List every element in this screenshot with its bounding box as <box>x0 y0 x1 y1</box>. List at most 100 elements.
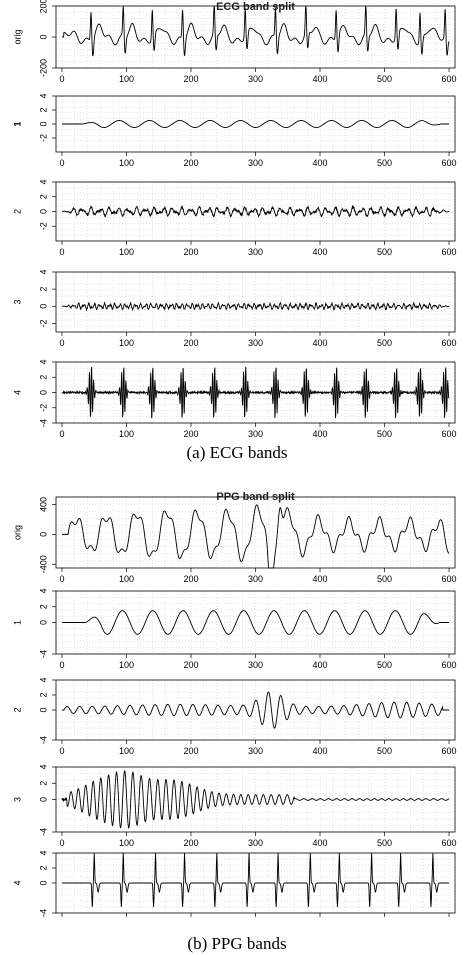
x-tick-label: 300 <box>248 74 263 84</box>
x-tick-label: 200 <box>183 838 198 848</box>
y-tick-label: -4 <box>38 828 48 836</box>
series-line-4 <box>61 852 450 908</box>
series-line-3 <box>61 769 450 830</box>
y-tick-label: 0 <box>38 620 48 625</box>
y-tick-label: 200 <box>38 0 48 14</box>
x-tick-label: 600 <box>441 574 456 584</box>
y-tick-label: 0 <box>38 797 48 802</box>
x-tick-label: 0 <box>59 158 64 168</box>
x-tick-label: 600 <box>441 838 456 848</box>
panel-label: 1 <box>12 620 22 625</box>
y-tick-label: 4 <box>38 677 48 682</box>
panel-4: -4 -2 0 2 4 4 0 100 200 300 400 500 600 <box>12 359 456 439</box>
x-tick-label: 300 <box>248 158 263 168</box>
y-tick-label: 2 <box>38 194 48 199</box>
x-tick-label: 400 <box>312 746 327 756</box>
x-tick-label: 400 <box>312 74 327 84</box>
x-tick-label: 600 <box>441 158 456 168</box>
y-tick-label: 4 <box>38 850 48 855</box>
x-tick-label: 500 <box>377 158 392 168</box>
x-tick-label: 0 <box>59 746 64 756</box>
x-tick-label: 0 <box>59 74 64 84</box>
x-tick-label: 600 <box>441 746 456 756</box>
x-tick-label: 0 <box>59 574 64 584</box>
panel-3: -2 0 2 4 3 0 100 200 300 400 500 600 <box>12 269 456 348</box>
panel-label: orig <box>12 525 22 540</box>
y-tick-label: 2 <box>38 604 48 609</box>
y-tick-label: -4 <box>38 650 48 658</box>
x-tick-label: 200 <box>183 746 198 756</box>
y-tick-label: -200 <box>38 59 48 77</box>
x-tick-label: 100 <box>119 746 134 756</box>
panel-label: 3 <box>12 797 22 802</box>
x-tick-label: 100 <box>119 338 134 348</box>
x-tick-label: 300 <box>248 746 263 756</box>
x-tick-label: 300 <box>248 574 263 584</box>
x-tick-label: 100 <box>119 247 134 257</box>
series-line-4 <box>61 366 450 419</box>
x-tick-label: 200 <box>183 158 198 168</box>
x-tick-label: 600 <box>441 660 456 670</box>
x-tick-label: 300 <box>248 247 263 257</box>
x-tick-label: 100 <box>119 574 134 584</box>
series-line-orig <box>61 504 450 569</box>
x-tick-label: 300 <box>248 838 263 848</box>
x-tick-label: 100 <box>119 838 134 848</box>
y-tick-label: 4 <box>38 179 48 184</box>
y-tick-label: -2 <box>38 222 48 230</box>
y-tick-label: 0 <box>38 390 48 395</box>
x-tick-label: 100 <box>119 660 134 670</box>
x-tick-label: 300 <box>248 429 263 439</box>
caption-ecg: (a) ECG bands <box>186 443 288 462</box>
x-tick-label: 300 <box>248 660 263 670</box>
y-tick-label: -2 <box>38 134 48 142</box>
y-tick-label: -2 <box>38 404 48 412</box>
x-tick-label: 500 <box>377 746 392 756</box>
series-line-1 <box>61 120 450 128</box>
panel-2: -4 0 2 4 2 0 100 200 300 400 500 600 <box>12 677 456 756</box>
x-tick-label: 0 <box>59 429 64 439</box>
panel-1: -2 0 2 4 1 0 100 200 300 400 500 600 <box>12 93 456 168</box>
series-line-orig <box>61 5 450 57</box>
panel-label: 2 <box>12 707 22 712</box>
x-tick-label: 500 <box>377 74 392 84</box>
panel-label: 2 <box>12 209 22 214</box>
x-tick-label: 500 <box>377 838 392 848</box>
y-tick-label: 4 <box>38 359 48 364</box>
panel-label: orig <box>12 29 22 44</box>
y-tick-label: 2 <box>38 865 48 870</box>
y-tick-label: 2 <box>38 781 48 786</box>
series-line-1 <box>61 610 450 635</box>
panel-orig: -200 0 200 orig 0 100 200 300 400 500 600 <box>12 0 456 84</box>
x-tick-label: 600 <box>441 338 456 348</box>
x-tick-label: 200 <box>183 429 198 439</box>
panel-label: 4 <box>12 390 22 395</box>
panel-4: -4 0 2 4 4 <box>12 850 456 917</box>
x-tick-label: 400 <box>312 429 327 439</box>
y-tick-label: 2 <box>38 692 48 697</box>
y-tick-label: -4 <box>38 419 48 427</box>
y-tick-label: 0 <box>38 121 48 126</box>
x-tick-label: 100 <box>119 158 134 168</box>
y-tick-label: 0 <box>38 304 48 309</box>
y-tick-label: 2 <box>38 375 48 380</box>
y-tick-label: 0 <box>38 532 48 537</box>
x-tick-label: 200 <box>183 74 198 84</box>
panel-label: 3 <box>12 299 22 304</box>
x-tick-label: 600 <box>441 247 456 257</box>
panel-2: -2 0 2 4 2 0 100 200 300 400 500 600 <box>12 179 456 257</box>
x-tick-label: 400 <box>312 574 327 584</box>
x-tick-label: 500 <box>377 660 392 670</box>
x-tick-label: 600 <box>441 74 456 84</box>
y-tick-label: 2 <box>38 107 48 112</box>
x-tick-label: 200 <box>183 247 198 257</box>
y-tick-label: 4 <box>38 93 48 98</box>
x-tick-label: 500 <box>377 574 392 584</box>
x-tick-label: 600 <box>441 429 456 439</box>
y-tick-label: 0 <box>38 209 48 214</box>
x-tick-label: 500 <box>377 338 392 348</box>
x-tick-label: 200 <box>183 574 198 584</box>
x-tick-label: 400 <box>312 247 327 257</box>
